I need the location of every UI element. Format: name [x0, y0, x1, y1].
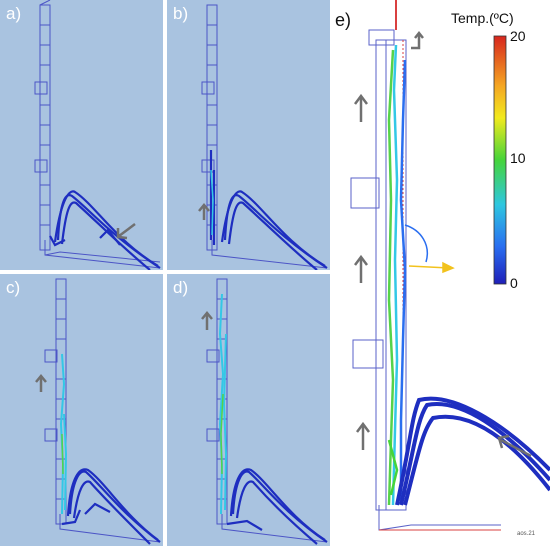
- colorbar-tick-min: 0: [510, 275, 518, 291]
- panel-d-label: d): [173, 278, 189, 297]
- panel-d: d): [167, 274, 330, 546]
- panel-c-label: c): [6, 278, 21, 297]
- watermark-text: aos.21: [517, 531, 536, 537]
- panel-d-graphic: [201, 278, 328, 545]
- panel-a: a): [0, 0, 163, 270]
- panel-e: e) Temp.(ºC) 20 10 0 aos.21: [331, 0, 550, 546]
- panel-c: c): [0, 274, 163, 546]
- panel-e-graphic: [350, 0, 550, 531]
- panel-b-label: b): [173, 4, 189, 23]
- panel-a-label: a): [6, 4, 22, 23]
- panel-b-graphic: [198, 4, 328, 270]
- colorbar: [493, 35, 507, 285]
- panel-b: b): [167, 0, 330, 270]
- panel-e-label: e): [335, 10, 352, 30]
- panel-a-graphic: [34, 0, 161, 270]
- colorbar-tick-mid: 10: [510, 150, 526, 166]
- panel-c-graphic: [35, 278, 161, 545]
- colorbar-tick-max: 20: [510, 28, 526, 44]
- colorbar-title: Temp.(ºC): [451, 10, 514, 26]
